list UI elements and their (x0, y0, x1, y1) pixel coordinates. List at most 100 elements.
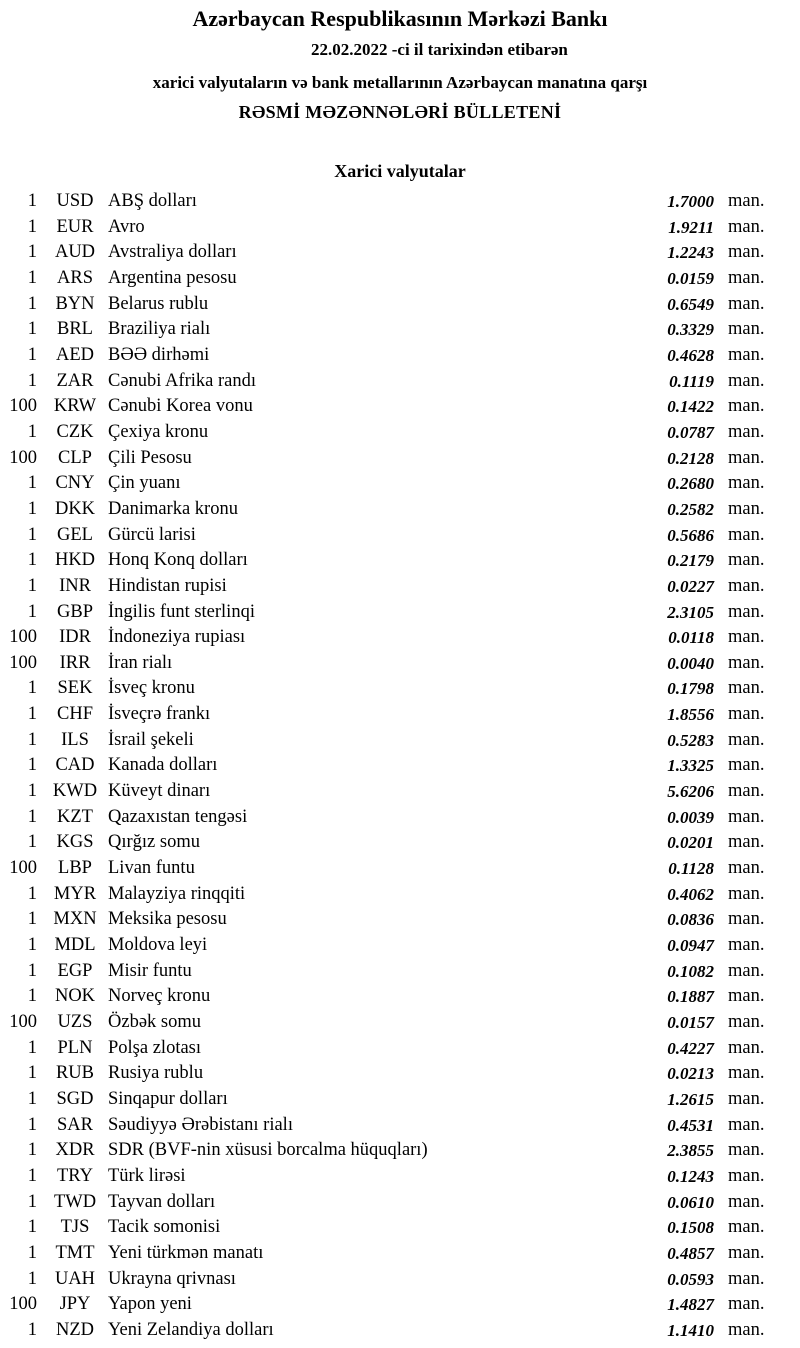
nominal: 100 (9, 447, 37, 468)
rate-value: 0.1508 (667, 1218, 714, 1238)
rate-value: 1.9211 (668, 217, 714, 237)
currency-code: KRW (53, 396, 97, 417)
rate-value: 0.2582 (667, 499, 714, 519)
currency-code: PLN (57, 1037, 93, 1058)
currency-code: IDR (59, 627, 91, 648)
nominal: 1 (27, 1217, 37, 1238)
rate-value: 0.0213 (667, 1064, 714, 1084)
currency-name: Danimarka kronu (108, 498, 238, 519)
unit-label: man. (728, 883, 765, 904)
rate-row: 100 JPY Yapon yeni 1.4827 man. (0, 1292, 800, 1318)
unit-label: man. (728, 935, 765, 956)
currency-name: Malayziya rinqqiti (108, 883, 246, 904)
unit-label: man. (728, 652, 765, 673)
nominal: 1 (27, 267, 37, 288)
currency-code: ILS (61, 729, 89, 750)
currency-code: SGD (56, 1088, 94, 1109)
currency-name: Cənubi Afrika randı (108, 370, 256, 391)
rate-value: 0.4227 (667, 1038, 714, 1058)
currency-name: Küveyt dinarı (108, 781, 211, 802)
currency-name: BƏƏ dirhəmi (108, 344, 210, 365)
rate-value: 0.2179 (667, 551, 714, 571)
rate-value: 0.1128 (668, 859, 714, 879)
currency-name: Qırğız somu (108, 832, 200, 853)
currency-name: Norveç kronu (108, 986, 211, 1007)
currency-name: Honq Konq dolları (108, 550, 248, 571)
nominal: 1 (27, 986, 37, 1007)
nominal: 1 (27, 832, 37, 853)
rate-value: 0.2128 (667, 448, 714, 468)
unit-label: man. (728, 858, 765, 879)
rate-value: 0.4628 (667, 345, 714, 365)
rate-row: 100 LBP Livan funtu 0.1128 man. (0, 856, 800, 882)
rate-value: 0.4531 (667, 1115, 714, 1135)
nominal: 1 (27, 1140, 37, 1161)
rate-row: 1 MXN Meksika pesosu 0.0836 man. (0, 907, 800, 933)
rate-row: 1 SAR Səudiyyə Ərəbistanı rialı 0.4531 man. (0, 1113, 800, 1139)
currency-name: İndoneziya rupiası (108, 627, 246, 648)
rate-value: 0.0201 (667, 833, 714, 853)
currency-code: EGP (57, 960, 93, 981)
rate-row: 1 TMT Yeni türkmən manatı 0.4857 man. (0, 1241, 800, 1267)
unit-label: man. (728, 1191, 765, 1212)
currency-name: Özbək somu (108, 1012, 201, 1032)
nominal: 1 (27, 550, 37, 571)
currency-code: ZAR (56, 370, 94, 391)
currency-name: Yeni türkmən manatı (108, 1242, 264, 1263)
currency-name: Kanada dolları (108, 755, 218, 776)
currency-name: Misir funtu (108, 960, 192, 981)
nominal: 1 (27, 678, 37, 699)
currency-name: Tacik somonisi (108, 1217, 221, 1238)
rate-row: 1 USD ABŞ dolları 1.7000 man. (0, 189, 800, 215)
unit-label: man. (728, 267, 765, 288)
currency-code: BRL (57, 319, 93, 340)
rate-value: 0.4857 (667, 1243, 714, 1263)
currency-name: Rusiya rublu (108, 1063, 204, 1084)
currency-code: IRR (59, 652, 91, 673)
unit-label: man. (728, 678, 765, 699)
unit-label: man. (728, 524, 765, 545)
rate-row: 1 KZT Qazaxıstan tengəsi 0.0039 man. (0, 805, 800, 831)
currency-name: Moldova leyi (108, 935, 208, 956)
currency-name: Türk lirəsi (108, 1165, 186, 1186)
rate-value: 0.1887 (667, 987, 714, 1007)
unit-label: man. (728, 781, 765, 802)
unit-label: man. (728, 242, 765, 263)
unit-label: man. (728, 1088, 765, 1109)
currency-name: Argentina pesosu (108, 267, 237, 288)
rate-row: 1 NOK Norveç kronu 0.1887 man. (0, 984, 800, 1010)
unit-label: man. (728, 1217, 765, 1238)
rate-row: 1 MDL Moldova leyi 0.0947 man. (0, 933, 800, 959)
rate-value: 0.0593 (667, 1269, 714, 1289)
currency-code: UAH (54, 1268, 96, 1289)
currency-code: KWD (52, 781, 98, 802)
rate-row: 1 CHF İsveçrə frankı 1.8556 man. (0, 702, 800, 728)
rate-value: 0.0040 (667, 653, 714, 673)
currency-code: NZD (55, 1319, 95, 1340)
unit-label: man. (728, 1140, 765, 1161)
unit-label: man. (728, 909, 765, 930)
rate-value: 0.0159 (667, 268, 714, 288)
currency-name: Sinqapur dolları (108, 1088, 228, 1109)
currency-name: Çili Pesosu (108, 447, 192, 468)
currency-code: AUD (54, 242, 96, 263)
rate-value: 0.0039 (667, 807, 714, 827)
unit-label: man. (728, 1268, 765, 1289)
rate-value: 2.3105 (667, 602, 714, 622)
currency-name: Cənubi Korea vonu (108, 396, 253, 417)
currency-name: Yeni Zelandiya dolları (108, 1319, 274, 1340)
nominal: 1 (27, 755, 37, 776)
nominal: 1 (27, 704, 37, 725)
currency-code: MXN (53, 909, 97, 930)
currency-code: CNY (55, 473, 95, 494)
nominal: 1 (27, 1088, 37, 1109)
rate-row: 1 EUR Avro 1.9211 man. (0, 215, 800, 241)
nominal: 1 (27, 293, 37, 314)
rate-row: 1 TRY Türk lirəsi 0.1243 man. (0, 1164, 800, 1190)
rate-row: 1 CNY Çin yuanı 0.2680 man. (0, 471, 800, 497)
currency-code: XDR (55, 1140, 95, 1161)
unit-label: man. (728, 729, 765, 750)
nominal: 1 (27, 1165, 37, 1186)
rate-value: 0.0787 (667, 422, 714, 442)
nominal: 100 (9, 1294, 37, 1315)
